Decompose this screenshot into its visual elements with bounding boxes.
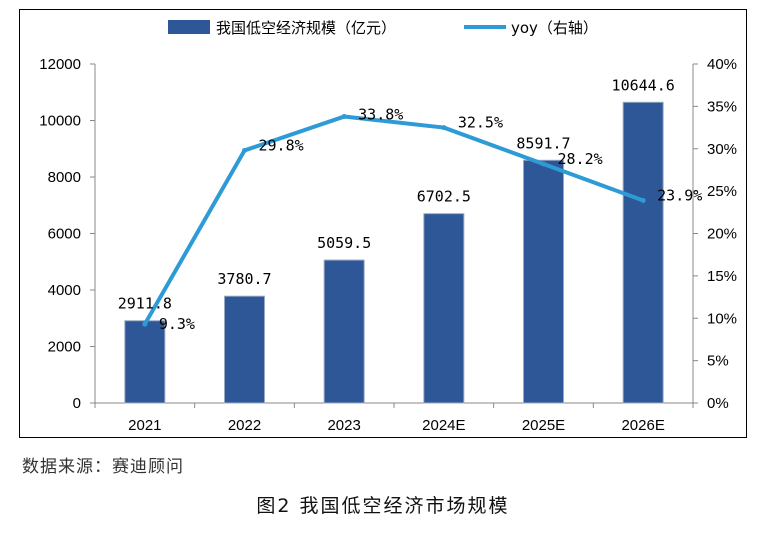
legend-line-label: yoy（右轴） bbox=[511, 19, 598, 37]
left-tick-label: 12000 bbox=[39, 56, 81, 73]
figure-caption: 图2 我国低空经济市场规模 bbox=[256, 495, 510, 517]
chart-frame bbox=[19, 9, 747, 438]
right-tick-label: 40% bbox=[707, 56, 737, 73]
source-text: 数据来源：赛迪顾问 bbox=[22, 457, 184, 477]
line-value-label: 33.8% bbox=[358, 106, 403, 124]
data-labels: 2911.8 3780.7 5059.5 6702.5 8591.7 10644.6 9.3… bbox=[118, 76, 703, 333]
x-tick-label: 2021 bbox=[128, 417, 161, 434]
right-tick-label: 10% bbox=[707, 310, 737, 327]
line-value-label: 32.5% bbox=[458, 114, 503, 132]
line-point bbox=[640, 197, 646, 203]
chart: 我国低空经济规模（亿元） yoy（右轴） 0 2000 4000 6000 8000 100… bbox=[39, 19, 737, 434]
line-value-label: 23.9% bbox=[657, 186, 702, 204]
yoy-line-path bbox=[143, 114, 644, 326]
axes: 0 2000 4000 6000 8000 10000 12000 0% 5% 10% 15% 20%… bbox=[39, 56, 737, 434]
line-value-label: 28.2% bbox=[558, 150, 603, 168]
right-tick-label: 20% bbox=[707, 226, 737, 243]
right-tick-label: 5% bbox=[707, 353, 729, 370]
x-tick-label: 2025E bbox=[522, 417, 565, 434]
bar bbox=[622, 101, 664, 404]
left-tick-label: 0 bbox=[73, 395, 81, 412]
line-value-label: 29.8% bbox=[259, 136, 304, 154]
line-point bbox=[541, 161, 546, 167]
bar bbox=[423, 213, 465, 404]
x-tick-label: 2023 bbox=[327, 417, 360, 434]
right-tick-label: 30% bbox=[707, 141, 737, 158]
bar bbox=[124, 320, 166, 404]
bar bbox=[523, 159, 564, 404]
yoy-line bbox=[142, 114, 646, 327]
legend-bar-swatch bbox=[168, 20, 210, 34]
line-value-label: 9.3% bbox=[159, 315, 195, 333]
bar bbox=[224, 295, 265, 404]
line-point bbox=[242, 147, 247, 153]
left-tick-label: 2000 bbox=[48, 339, 81, 356]
line-point bbox=[441, 125, 447, 131]
bar-value-label: 3780.7 bbox=[217, 270, 271, 288]
line-point bbox=[142, 321, 148, 327]
right-tick-label: 35% bbox=[707, 98, 737, 115]
legend-bar-label: 我国低空经济规模（亿元） bbox=[216, 19, 396, 37]
left-tick-label: 10000 bbox=[39, 113, 81, 130]
bars bbox=[124, 101, 664, 404]
bar bbox=[323, 259, 365, 404]
legend: 我国低空经济规模（亿元） yoy（右轴） bbox=[168, 19, 598, 37]
bar-value-label: 2911.8 bbox=[118, 295, 172, 313]
left-tick-label: 8000 bbox=[48, 169, 81, 186]
x-tick-label: 2024E bbox=[422, 417, 465, 434]
right-tick-label: 25% bbox=[707, 183, 737, 200]
line-point bbox=[341, 114, 347, 120]
bar-value-label: 8591.7 bbox=[516, 134, 570, 152]
right-tick-label: 0% bbox=[707, 395, 729, 412]
left-tick-label: 6000 bbox=[48, 226, 81, 243]
right-tick-label: 15% bbox=[707, 268, 737, 285]
left-tick-label: 4000 bbox=[48, 282, 81, 299]
bar-value-label: 10644.6 bbox=[612, 76, 675, 94]
x-tick-label: 2022 bbox=[228, 417, 261, 434]
bar-value-label: 6702.5 bbox=[417, 188, 471, 206]
bar-value-label: 5059.5 bbox=[317, 234, 371, 252]
x-tick-label: 2026E bbox=[621, 417, 664, 434]
